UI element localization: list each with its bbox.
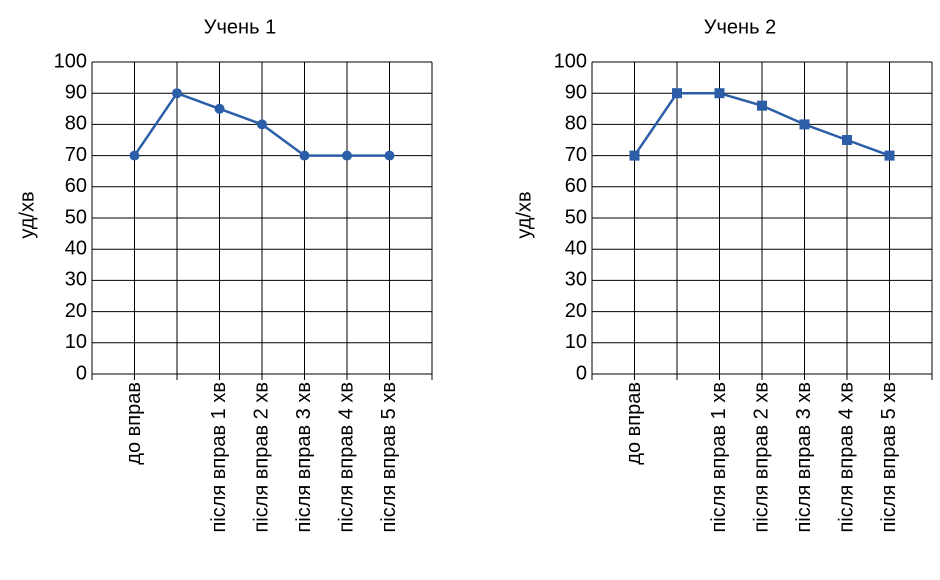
y-tick-label: 10 [565, 331, 587, 353]
marker [714, 88, 725, 99]
y-tick-label: 30 [565, 269, 587, 291]
y-tick-label: 50 [65, 206, 87, 228]
y-tick-label: 40 [65, 237, 87, 259]
y-tick-label: 90 [65, 81, 87, 103]
marker [257, 119, 267, 130]
y-tick-label: 80 [565, 113, 587, 135]
marker [842, 135, 852, 145]
x-tick-label: після вправ 2 хв [750, 382, 772, 533]
marker [884, 150, 895, 161]
y-tick-label: 100 [54, 50, 87, 72]
y-axis-label: уд/хв [16, 191, 38, 238]
marker [629, 150, 640, 161]
x-tick-label: після вправ 4 хв [335, 382, 357, 533]
marker [672, 88, 682, 99]
x-tick-label: після вправ 5 хв [378, 382, 400, 533]
x-tick-label: до вправ [623, 382, 645, 465]
y-tick-label: 60 [65, 175, 87, 197]
y-tick-label: 40 [565, 237, 587, 259]
marker [384, 150, 395, 161]
marker [342, 150, 352, 161]
y-tick-label: 50 [565, 206, 587, 228]
chart-title: Учень 1 [204, 16, 276, 38]
x-tick-label: після вправ 5 хв [878, 382, 900, 533]
y-tick-label: 80 [65, 113, 87, 135]
y-tick-label: 60 [565, 175, 587, 197]
x-tick-label: після вправ 3 хв [793, 382, 815, 533]
y-tick-label: 20 [565, 300, 587, 322]
x-tick-label: після вправ 3 хв [293, 382, 315, 533]
marker [757, 100, 767, 111]
x-tick-label: після вправ 1 хв [208, 382, 230, 533]
y-axis-label: уд/хв [513, 191, 535, 238]
marker [172, 88, 182, 99]
x-tick-label: до вправ [123, 382, 145, 465]
y-tick-label: 0 [76, 362, 87, 384]
x-tick-label: після вправ 2 хв [250, 382, 272, 533]
y-tick-label: 0 [576, 362, 587, 384]
chart-title: Учень 2 [704, 16, 776, 38]
x-tick-label: після вправ 1 хв [708, 382, 730, 533]
y-tick-label: 70 [65, 144, 87, 166]
y-tick-label: 100 [554, 50, 587, 72]
marker [129, 150, 140, 161]
y-tick-label: 20 [65, 300, 87, 322]
y-tick-label: 10 [65, 331, 87, 353]
marker [214, 103, 225, 114]
marker [299, 150, 310, 161]
marker [799, 119, 810, 130]
y-tick-label: 30 [65, 269, 87, 291]
y-tick-label: 90 [565, 81, 587, 103]
x-tick-label: після вправ 4 хв [835, 382, 857, 533]
y-tick-label: 70 [565, 144, 587, 166]
